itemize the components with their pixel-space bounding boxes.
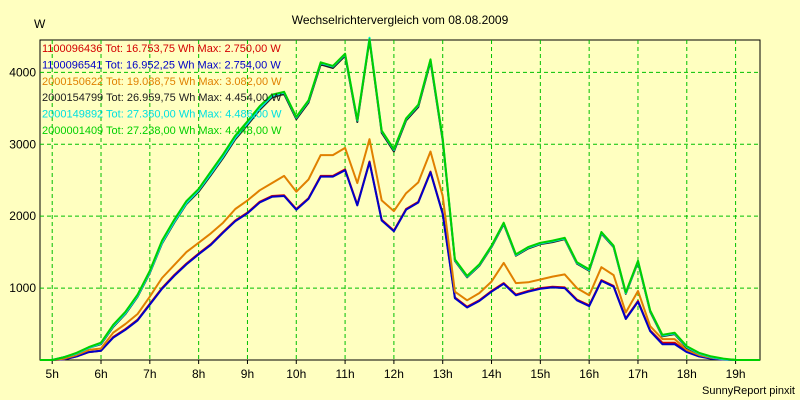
x-tick-label: 16h	[579, 367, 599, 381]
x-tick-label: 9h	[241, 367, 254, 381]
x-tick-label: 6h	[94, 367, 107, 381]
footer-credit: SunnyReport pinxit	[702, 385, 795, 397]
x-tick-label: 19h	[726, 367, 746, 381]
x-tick-label: 12h	[384, 367, 404, 381]
legend-entry: 1100096436 Tot: 16.753,75 Wh Max: 2.750,…	[42, 43, 281, 55]
x-tick-label: 11h	[336, 367, 355, 381]
legend-entry: 2000149892 Tot: 27.360,00 Wh Max: 4.486,…	[42, 109, 282, 121]
x-tick-label: 8h	[192, 367, 205, 381]
x-tick-label: 10h	[286, 367, 306, 381]
x-tick-label: 15h	[530, 367, 550, 381]
series-line-2000001409	[40, 38, 760, 361]
legend-entry: 1100096541 Tot: 16.952,25 Wh Max: 2.754,…	[42, 59, 281, 71]
x-axis-ticks: 5h 6h 7h 8h 9h 10h 11h 12h 13h 14h 15h 16h 17h 18h 19h	[46, 360, 746, 381]
y-tick-label: 4000	[9, 65, 36, 79]
y-tick-label: 1000	[9, 281, 36, 295]
series-lines	[40, 36, 760, 361]
x-tick-label: 18h	[677, 367, 697, 381]
x-tick-label: 14h	[482, 367, 502, 381]
chart-title: Wechselrichtervergleich vom 08.08.2009	[292, 13, 509, 27]
y-tick-label: 2000	[9, 209, 36, 223]
series-line-2000150622	[40, 138, 760, 361]
legend-entry: 2000001409 Tot: 27.238,00 Wh Max: 4.448,…	[42, 125, 282, 137]
grid-lines	[40, 40, 760, 360]
legend-entry: 2000154799 Tot: 26.959,75 Wh Max: 4.454,…	[42, 92, 282, 104]
legend: 1100096436 Tot: 16.753,75 Wh Max: 2.750,…	[42, 43, 282, 137]
x-tick-label: 17h	[628, 367, 648, 381]
x-tick-label: 7h	[143, 367, 156, 381]
legend-entry: 2000150622 Tot: 19.088,75 Wh Max: 3.082,…	[42, 76, 282, 88]
y-axis-label: W	[34, 17, 46, 31]
x-tick-label: 5h	[46, 367, 59, 381]
y-axis-ticks: 1000 2000 3000 4000	[9, 65, 36, 295]
series-line-1100096541	[40, 161, 760, 361]
y-tick-label: 3000	[9, 137, 36, 151]
x-tick-label: 13h	[433, 367, 453, 381]
